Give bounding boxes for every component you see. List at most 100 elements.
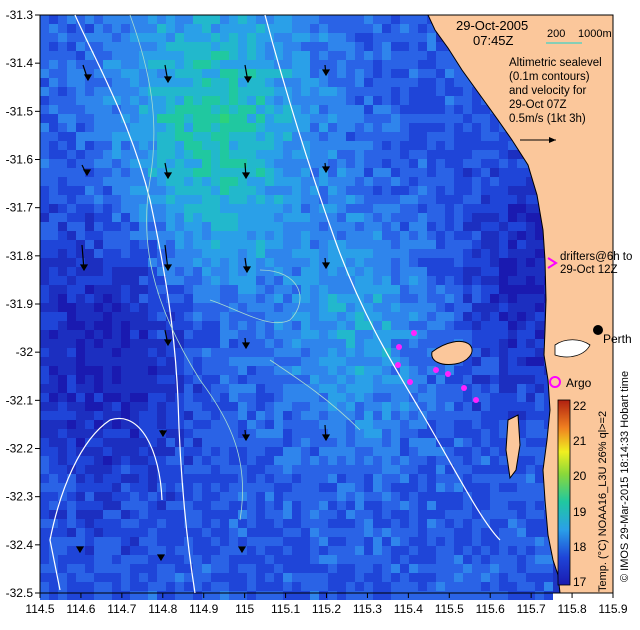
sst-cell <box>49 546 58 555</box>
sst-cell <box>85 420 94 429</box>
sst-cell <box>76 528 85 537</box>
sst-cell <box>319 528 328 537</box>
sst-cell <box>463 132 472 141</box>
sst-cell <box>319 60 328 69</box>
sst-cell <box>229 24 238 33</box>
sst-cell <box>40 492 49 501</box>
sst-cell <box>364 159 373 168</box>
sst-cell <box>373 96 382 105</box>
sst-cell <box>67 132 76 141</box>
sst-cell <box>301 87 310 96</box>
sst-cell <box>445 240 454 249</box>
sst-cell <box>76 375 85 384</box>
sst-cell <box>157 402 166 411</box>
sst-cell <box>265 429 274 438</box>
sst-cell <box>400 42 409 51</box>
sst-cell <box>364 357 373 366</box>
sst-cell <box>364 420 373 429</box>
sst-cell <box>175 222 184 231</box>
sst-cell <box>364 384 373 393</box>
sst-cell <box>202 591 211 600</box>
sst-cell <box>463 501 472 510</box>
x-axis: 114.5 114.6 114.7 114.8 114.9 115 115.1 115.2 11… <box>25 593 628 616</box>
sst-cell <box>508 555 517 564</box>
sst-cell <box>211 78 220 87</box>
sst-cell <box>103 501 112 510</box>
sst-cell <box>472 438 481 447</box>
sst-cell <box>337 195 346 204</box>
sst-cell <box>364 249 373 258</box>
drifter-markers <box>395 330 479 403</box>
sst-cell <box>355 501 364 510</box>
arrow-head-icon <box>241 434 251 442</box>
sst-cell <box>337 51 346 60</box>
sst-cell <box>211 105 220 114</box>
sst-cell <box>76 114 85 123</box>
sst-cell <box>58 159 67 168</box>
sst-cell <box>427 114 436 123</box>
contour-200m <box>264 14 501 541</box>
sst-cell <box>418 321 427 330</box>
sst-cell <box>247 15 256 24</box>
sst-cell <box>517 519 526 528</box>
sst-cell <box>301 177 310 186</box>
sst-cell <box>346 483 355 492</box>
sst-cell <box>418 42 427 51</box>
sst-cell <box>166 258 175 267</box>
sst-cell <box>49 285 58 294</box>
sst-cell <box>256 123 265 132</box>
sst-cell <box>175 564 184 573</box>
sst-cell <box>148 231 157 240</box>
sst-cell <box>130 150 139 159</box>
sst-cell <box>517 231 526 240</box>
sst-cell <box>445 483 454 492</box>
sst-cell <box>193 150 202 159</box>
sst-cell <box>121 87 130 96</box>
sst-cell <box>301 168 310 177</box>
sst-cell <box>256 555 265 564</box>
sst-cell <box>130 393 139 402</box>
sst-cell <box>85 357 94 366</box>
sst-cell <box>238 33 247 42</box>
sst-cell <box>139 537 148 546</box>
sst-cell <box>526 483 535 492</box>
sst-cell <box>184 51 193 60</box>
sst-cell <box>121 186 130 195</box>
sst-cell <box>166 177 175 186</box>
sst-cell <box>319 384 328 393</box>
sst-cell <box>103 573 112 582</box>
sst-cell <box>166 159 175 168</box>
sst-cell <box>400 222 409 231</box>
sst-cell <box>355 429 364 438</box>
sst-cell <box>328 141 337 150</box>
sst-cell <box>499 591 508 600</box>
sst-cell <box>139 465 148 474</box>
sst-cell <box>418 438 427 447</box>
sst-cell <box>76 510 85 519</box>
sst-cell <box>337 222 346 231</box>
sst-cell <box>121 204 130 213</box>
sst-cell <box>472 330 481 339</box>
sst-cell <box>418 24 427 33</box>
sst-cell <box>481 438 490 447</box>
sst-cell <box>130 420 139 429</box>
sst-cell <box>220 42 229 51</box>
sst-cell <box>139 285 148 294</box>
sst-cell <box>382 240 391 249</box>
sst-cell <box>427 24 436 33</box>
sst-cell <box>247 393 256 402</box>
sst-cell <box>256 519 265 528</box>
sst-cell <box>139 222 148 231</box>
sst-cell <box>256 87 265 96</box>
sst-cell <box>256 276 265 285</box>
sst-cell <box>166 582 175 591</box>
sst-cell <box>94 105 103 114</box>
sst-cell <box>481 123 490 132</box>
sst-cell <box>319 591 328 600</box>
sst-cell <box>319 564 328 573</box>
sst-cell <box>328 393 337 402</box>
sst-cell <box>319 429 328 438</box>
sst-cell <box>193 195 202 204</box>
sst-cell <box>454 69 463 78</box>
sst-cell <box>382 78 391 87</box>
